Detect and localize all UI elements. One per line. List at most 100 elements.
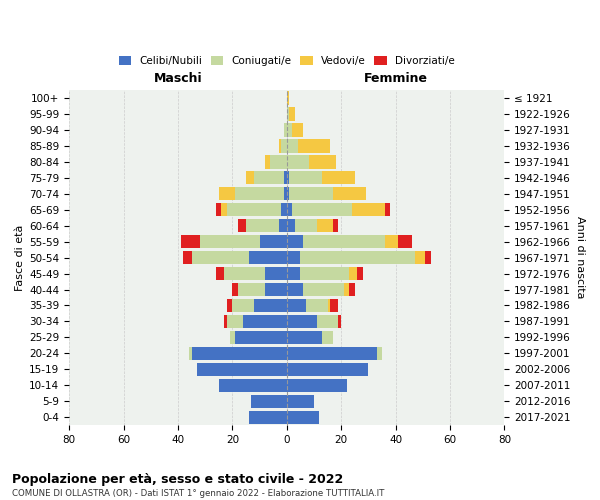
Bar — [287, 123, 292, 136]
Bar — [308, 155, 336, 168]
Bar — [344, 282, 349, 296]
Bar — [284, 187, 287, 200]
Bar — [243, 314, 287, 328]
Bar — [385, 203, 390, 216]
Text: Femmine: Femmine — [364, 72, 428, 85]
Bar — [287, 187, 289, 200]
Bar — [265, 266, 287, 280]
Bar — [338, 314, 341, 328]
Bar — [317, 219, 333, 232]
Bar — [216, 203, 221, 216]
Bar — [287, 298, 306, 312]
Text: COMUNE DI OLLASTRA (OR) - Dati ISTAT 1° gennaio 2022 - Elaborazione TUTTITALIA.I: COMUNE DI OLLASTRA (OR) - Dati ISTAT 1° … — [12, 489, 385, 498]
Bar — [289, 171, 322, 184]
Bar — [248, 251, 287, 264]
Bar — [287, 330, 322, 344]
Bar — [317, 314, 338, 328]
Bar — [278, 139, 281, 152]
Bar — [246, 219, 278, 232]
Bar — [287, 378, 347, 392]
Bar — [415, 251, 425, 264]
Bar — [232, 282, 238, 296]
Bar — [216, 266, 224, 280]
Bar — [287, 155, 308, 168]
Bar — [254, 298, 287, 312]
Bar — [287, 251, 301, 264]
Bar — [303, 235, 385, 248]
Bar — [265, 155, 271, 168]
Bar — [322, 330, 333, 344]
Bar — [287, 139, 298, 152]
Bar — [287, 282, 303, 296]
Bar — [289, 107, 295, 120]
Bar — [284, 171, 287, 184]
Bar — [227, 298, 232, 312]
Bar — [284, 123, 287, 136]
Bar — [377, 346, 382, 360]
Bar — [333, 219, 338, 232]
Legend: Celibi/Nubili, Coniugati/e, Vedovi/e, Divorziati/e: Celibi/Nubili, Coniugati/e, Vedovi/e, Di… — [115, 52, 459, 70]
Bar — [303, 282, 344, 296]
Bar — [398, 235, 412, 248]
Bar — [221, 203, 227, 216]
Bar — [322, 171, 355, 184]
Bar — [330, 298, 338, 312]
Bar — [238, 219, 246, 232]
Bar — [287, 235, 303, 248]
Bar — [287, 410, 319, 424]
Bar — [191, 251, 248, 264]
Bar — [232, 298, 254, 312]
Bar — [287, 107, 289, 120]
Bar — [349, 266, 358, 280]
Bar — [181, 235, 200, 248]
Bar — [306, 298, 328, 312]
Bar — [189, 346, 191, 360]
Bar — [349, 282, 355, 296]
Bar — [358, 266, 363, 280]
Bar — [281, 139, 287, 152]
Y-axis label: Anni di nascita: Anni di nascita — [575, 216, 585, 299]
Bar — [191, 346, 287, 360]
Bar — [260, 235, 287, 248]
Bar — [227, 203, 281, 216]
Bar — [281, 203, 287, 216]
Bar — [295, 219, 317, 232]
Bar — [425, 251, 431, 264]
Bar — [200, 235, 260, 248]
Bar — [227, 314, 243, 328]
Bar — [184, 251, 191, 264]
Bar — [287, 91, 289, 104]
Bar — [238, 282, 265, 296]
Bar — [328, 298, 330, 312]
Bar — [287, 203, 292, 216]
Bar — [271, 155, 287, 168]
Bar — [224, 314, 227, 328]
Bar — [287, 219, 295, 232]
Bar — [287, 346, 377, 360]
Bar — [287, 171, 289, 184]
Bar — [385, 235, 398, 248]
Bar — [197, 362, 287, 376]
Bar — [289, 187, 333, 200]
Bar — [287, 266, 301, 280]
Text: Maschi: Maschi — [154, 72, 202, 85]
Bar — [251, 394, 287, 408]
Bar — [278, 219, 287, 232]
Y-axis label: Fasce di età: Fasce di età — [15, 224, 25, 290]
Bar — [287, 394, 314, 408]
Bar — [265, 282, 287, 296]
Text: Popolazione per età, sesso e stato civile - 2022: Popolazione per età, sesso e stato civil… — [12, 472, 343, 486]
Bar — [287, 314, 317, 328]
Bar — [235, 187, 284, 200]
Bar — [352, 203, 385, 216]
Bar — [301, 251, 415, 264]
Bar — [230, 330, 235, 344]
Bar — [235, 330, 287, 344]
Bar — [292, 123, 303, 136]
Bar — [292, 203, 352, 216]
Bar — [224, 266, 265, 280]
Bar — [301, 266, 349, 280]
Bar — [246, 171, 254, 184]
Bar — [298, 139, 330, 152]
Bar — [219, 378, 287, 392]
